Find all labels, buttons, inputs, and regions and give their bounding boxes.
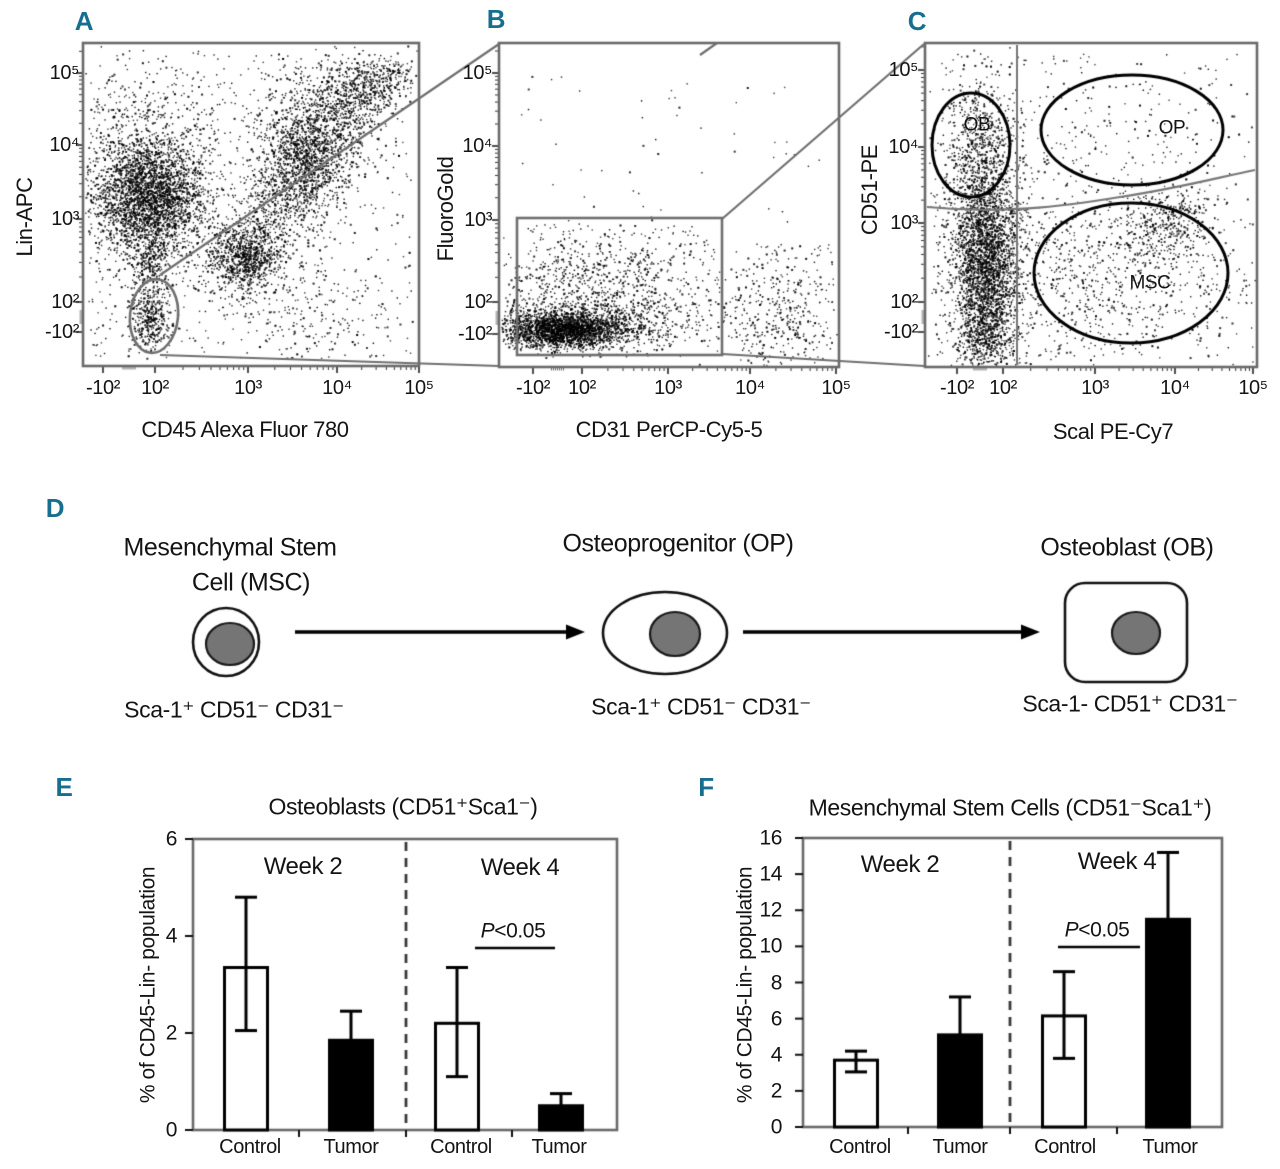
chart-e-bar-label-1: Tumor [323,1136,379,1158]
panel-a-x-tick-label-2: 10³ [234,377,262,399]
panel-b-y-tick-label-2: 10³ [464,209,492,231]
panel-label-a: A [74,6,94,36]
chart-f-y-tick-label-2: 2 [770,1079,783,1103]
panel-c-y-tick-label-4: -10² [884,321,918,343]
panel-label-b: B [486,4,506,34]
chart-e-sig-p: P [480,919,495,943]
panel-a-x-tick-label-1: 10² [141,377,169,399]
panel-c-x-tick-label-3: 10⁴ [1160,377,1190,399]
chart-e-group-label-1: Week 4 [480,854,560,881]
chart-f-y-tick-label-0: 0 [770,1115,783,1139]
panel-a-y-tick-label-3: 10² [51,291,79,313]
panel-a-x-tick-label-4: 10⁵ [404,377,434,399]
chart-f-y-tick-label-10: 10 [759,934,782,958]
panel-b-x-tick-label-0: -10² [516,377,550,399]
chart-f-y-tick-label-16: 16 [759,826,782,850]
panel-a-y-tick-label-4: -10² [45,321,79,343]
panel-a-y-tick-label-2: 10³ [51,208,79,230]
chart-f-title: Mesenchymal Stem Cells (CD51⁻Sca1⁺) [808,794,1212,821]
panel-label-e: E [55,772,73,802]
panel-b-y-axis-title: FluoroGold [433,156,458,262]
chart-e-sig-value: <0.05 [494,919,546,943]
chart-e-y-tick-label-4: 4 [165,924,178,948]
chart-e-y-tick-label-2: 2 [165,1021,178,1045]
chart-f-y-tick-label-6: 6 [770,1007,783,1031]
panel-b-x-tick-label-4: 10⁵ [821,377,851,399]
panel-c-x-tick-label-4: 10⁵ [1238,377,1268,399]
chart-e-y-axis-title: % of CD45-Lin- population [136,866,160,1104]
panel-c-y-tick-label-3: 10² [890,291,918,313]
panel-c-y-tick-label-0: 10⁵ [888,59,919,81]
chart-f-group-label-1: Week 4 [1077,848,1157,875]
panel-label-c: C [907,6,927,36]
ob-title: Osteoblast (OB) [1040,533,1214,562]
panel-b-x-tick-label-3: 10⁴ [735,377,765,399]
panel-c-y-tick-label-1: 10⁴ [888,136,918,158]
ob-markers: Sca-1- CD51⁺ CD31⁻ [1022,690,1238,717]
chart-f-y-tick-label-14: 14 [759,862,782,886]
chart-f-sig-value: <0.05 [1078,918,1130,942]
chart-e-group-label-0: Week 2 [263,853,343,880]
chart-f-y-tick-label-4: 4 [770,1043,783,1067]
chart-f-y-tick-label-12: 12 [759,898,782,922]
panel-c-x-tick-label-2: 10³ [1081,377,1109,399]
panel-a-x-axis-title: CD45 Alexa Fluor 780 [141,417,349,442]
chart-e-bar-label-3: Tumor [531,1136,587,1158]
chart-e-y-tick-label-6: 6 [165,827,178,851]
panel-b-x-tick-label-1: 10² [568,377,596,399]
chart-e-bar-label-2: Control [430,1136,492,1158]
panel-a-y-tick-label-0: 10⁵ [49,62,80,84]
op-title: Osteoprogenitor (OP) [562,529,794,558]
panel-b-y-tick-label-4: -10² [458,323,492,345]
panel-b-y-tick-label-1: 10⁴ [462,135,492,157]
panel-b-x-tick-label-2: 10³ [654,377,682,399]
panel-a-x-tick-label-3: 10⁴ [322,377,352,399]
chart-f-group-label-0: Week 2 [860,851,940,878]
msc-title-line2: Cell (MSC) [191,568,311,597]
chart-f-y-tick-label-8: 8 [770,971,783,994]
chart-f-bar-label-3: Tumor [1142,1136,1198,1158]
chart-e-significance-label: P<0.05 [481,921,546,942]
msc-title-line1: Mesenchymal Stem [123,533,337,562]
chart-f-sig-p: P [1064,918,1079,942]
panel-b-y-tick-label-3: 10² [464,291,492,313]
gate-label-ob: OB [963,114,991,136]
panel-c-x-tick-label-1: 10² [989,377,1017,399]
panel-label-f: F [698,772,714,802]
panel-b-y-tick-label-0: 10⁵ [462,62,493,84]
panel-b-x-axis-title: CD31 PerCP-Cy5-5 [575,417,763,442]
gate-label-msc: MSC [1129,272,1171,294]
op-markers: Sca-1⁺ CD51⁻ CD31⁻ [591,693,811,720]
chart-f-y-axis-title: % of CD45-Lin- population [733,866,757,1104]
panel-a-y-axis-title: Lin-APC [12,177,37,257]
panel-c-y-tick-label-2: 10³ [890,212,918,234]
gate-label-op: OP [1158,117,1186,139]
chart-e-title: Osteoblasts (CD51⁺Sca1⁻) [268,793,538,820]
panel-c-x-tick-label-0: -10² [940,377,974,399]
chart-f-bar-label-0: Control [829,1136,891,1158]
panel-a-y-tick-label-1: 10⁴ [49,134,79,156]
panel-c-x-axis-title: Scal PE-Cy7 [1052,419,1174,444]
chart-f-significance-label: P<0.05 [1065,920,1130,941]
chart-e-y-tick-label-0: 0 [165,1118,178,1142]
panel-label-d: D [45,493,65,523]
chart-f-bar-label-2: Control [1034,1136,1096,1158]
chart-f-bar-label-1: Tumor [932,1136,988,1158]
chart-e-bar-label-0: Control [219,1136,281,1158]
panel-c-y-axis-title: CD51-PE [857,144,882,236]
msc-markers: Sca-1⁺ CD51⁻ CD31⁻ [124,696,344,723]
panel-a-x-tick-label-0: -10² [86,377,120,399]
